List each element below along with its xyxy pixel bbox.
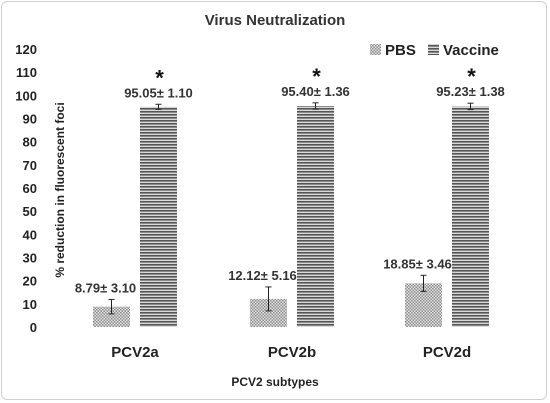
y-tick-label: 70 bbox=[23, 158, 37, 173]
legend-swatch bbox=[370, 44, 381, 55]
y-tick-label: 20 bbox=[23, 274, 37, 289]
bars: 8.79± 3.10 12.12± 5.16 18.85± 3.46 95.05± 1… bbox=[75, 64, 505, 328]
y-tick-label: 40 bbox=[23, 227, 37, 242]
data-label: 95.40± 1.36 bbox=[281, 84, 350, 99]
chart-title: Virus Neutralization bbox=[205, 12, 346, 29]
data-label: 18.85± 3.46 bbox=[383, 256, 452, 271]
y-tick-label: 60 bbox=[23, 181, 37, 196]
y-tick-label: 80 bbox=[23, 135, 37, 150]
y-tick-label: 90 bbox=[23, 112, 37, 127]
x-tick-label: PCV2b bbox=[268, 344, 316, 361]
x-tick-label: PCV2a bbox=[111, 344, 159, 361]
significance-star: * bbox=[155, 65, 164, 90]
x-axis-categories: PCV2a PCV2b PCV2d bbox=[111, 344, 471, 361]
legend-label: PBS bbox=[385, 42, 416, 59]
significance-star: * bbox=[467, 64, 476, 89]
y-tick-label: 10 bbox=[23, 297, 37, 312]
legend-label: Vaccine bbox=[443, 42, 499, 59]
y-tick-label: 120 bbox=[15, 42, 37, 57]
data-label: 95.05± 1.10 bbox=[124, 85, 193, 100]
y-tick-label: 50 bbox=[23, 204, 37, 219]
bar-vaccine bbox=[297, 105, 334, 328]
y-tick-label: 100 bbox=[15, 88, 37, 103]
y-axis-title: % reduction in fluorescent foci bbox=[53, 102, 67, 277]
x-tick-label: PCV2d bbox=[423, 344, 471, 361]
y-tick-label: 30 bbox=[23, 251, 37, 266]
legend: PBS Vaccine bbox=[370, 42, 499, 59]
data-label: 95.23± 1.38 bbox=[436, 84, 505, 99]
significance-star: * bbox=[312, 64, 321, 89]
y-tick-label: 110 bbox=[16, 65, 37, 80]
bar-vaccine bbox=[140, 106, 177, 327]
data-label: 8.79± 3.10 bbox=[75, 280, 136, 295]
bar-pbs bbox=[93, 306, 130, 327]
data-label: 12.12± 5.16 bbox=[228, 268, 297, 283]
legend-swatch bbox=[428, 44, 439, 55]
bar-vaccine bbox=[452, 106, 489, 327]
x-axis-title: PCV2 subtypes bbox=[231, 375, 319, 389]
y-tick-label: 0 bbox=[30, 320, 37, 335]
y-axis-ticks: 0 10 20 30 40 50 60 70 80 90 100 110 120 bbox=[15, 42, 37, 335]
